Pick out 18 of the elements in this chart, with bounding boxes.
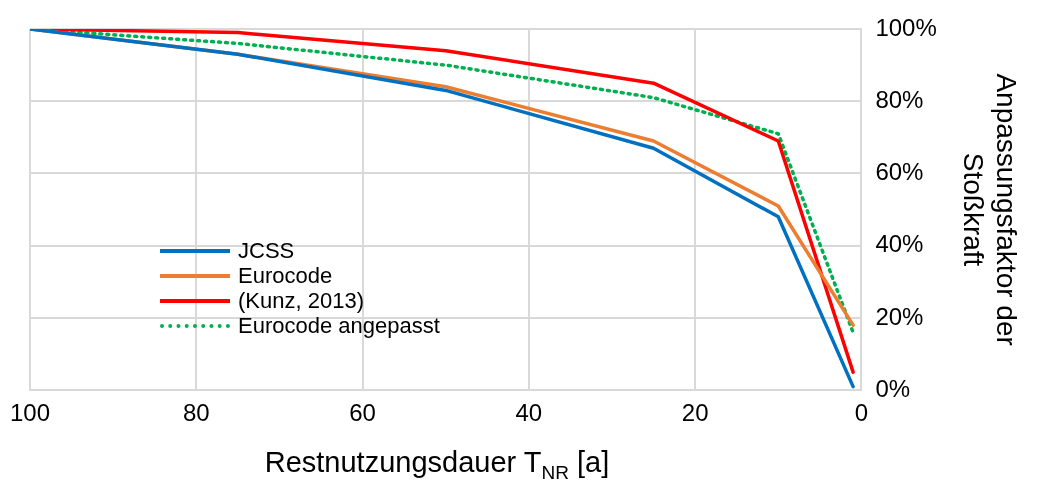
x-axis-title: Restnutzungsdauer T$_{NR}$ [a] <box>263 446 611 484</box>
legend-label: Eurocode angepasst <box>238 313 440 338</box>
y-axis-title: Anpassungsfaktor der Stoßkraft <box>957 73 1023 346</box>
y-tick-label: 80% <box>875 85 924 113</box>
legend-label: Eurocode <box>238 263 333 288</box>
y-tick-label: 60% <box>875 158 924 186</box>
y-tick-label: 0% <box>875 374 911 402</box>
x-tick-label: 100 <box>10 399 51 427</box>
y-tick-label: 100% <box>875 13 937 41</box>
legend-label: (Kunz, 2013) <box>238 288 364 313</box>
x-tick-label: 60 <box>349 399 376 427</box>
x-tick-label: 80 <box>182 399 210 427</box>
x-tick-label: 0 <box>854 399 869 427</box>
y-tick-label: 40% <box>875 230 924 258</box>
legend-label: JCSS <box>238 238 295 263</box>
y-tick-label: 20% <box>875 302 924 330</box>
x-tick-label: 20 <box>681 399 709 427</box>
x-tick-label: 40 <box>515 399 543 427</box>
